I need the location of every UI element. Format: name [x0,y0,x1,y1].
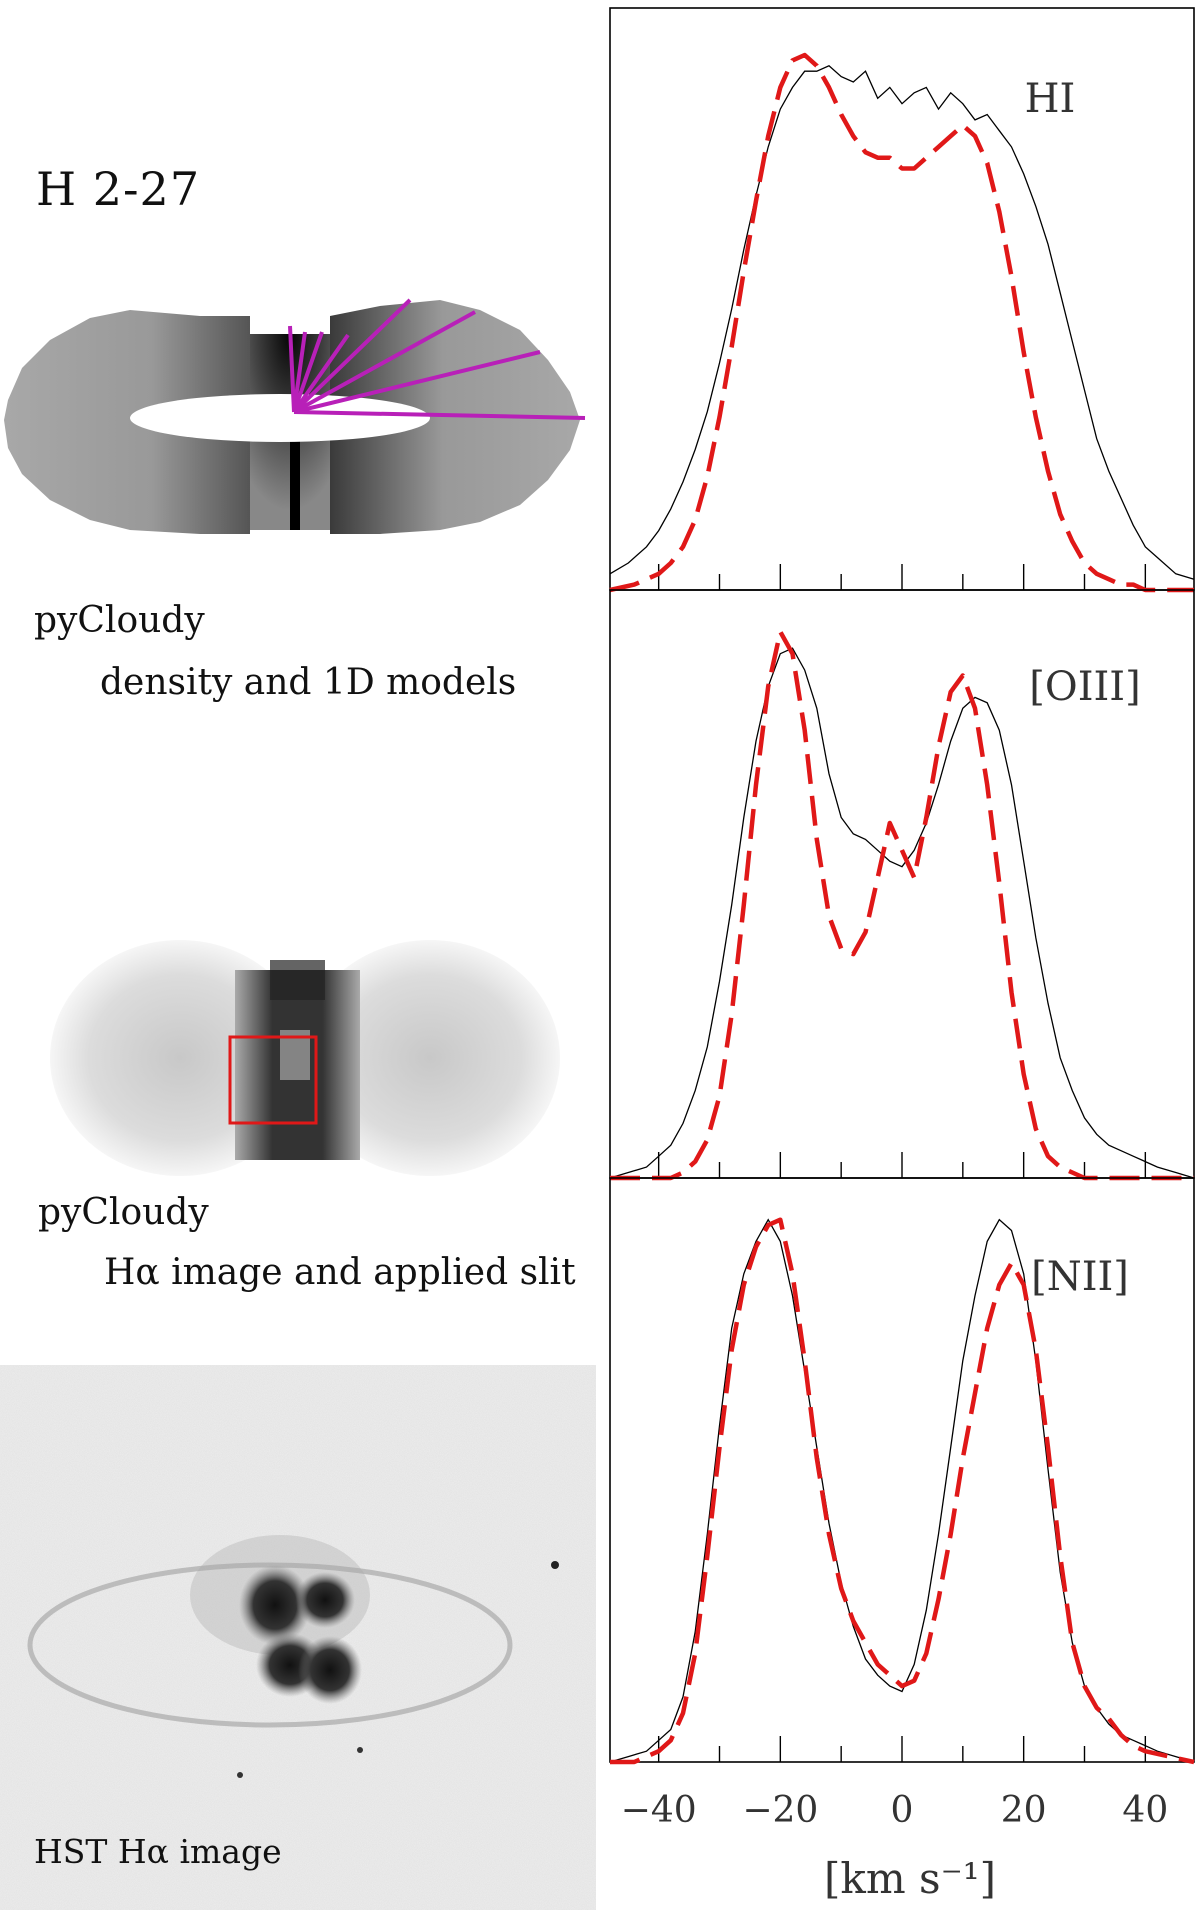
panel-frame-3 [609,1177,1195,1763]
halpha-model-caption-line1: pyCloudy [38,1192,209,1233]
hst-knot-2 [295,1572,355,1628]
density-caption-line2: density and 1D models [100,662,517,703]
x-tick-label: 0 [891,1790,914,1831]
panel-label-3: [NII] [1031,1254,1129,1300]
observed-profile-line-1 [609,65,1195,580]
model-profile-line-2 [610,629,1194,1181]
hst-knot-4 [298,1636,362,1704]
object-title: H 2-27 [36,162,201,216]
density-cavity [130,394,430,442]
hst-caption: HST Hα image [34,1832,282,1871]
halpha-model-caption-line2: Hα image and applied slit [104,1252,576,1293]
x-axis-label: [km s⁻¹] [824,1854,996,1903]
x-tick-label: −20 [742,1790,818,1831]
density-caption-line1: pyCloudy [34,600,205,641]
x-tick-label: −40 [621,1790,697,1831]
density-model-image [4,298,586,534]
halpha-lobe-right [300,940,560,1176]
halpha-model-image [50,940,560,1176]
density-lobe-left [4,310,250,534]
density-waist-core [290,440,300,530]
panel-frame-1 [609,7,1195,591]
panel-label-2: [OIII] [1029,664,1140,710]
panel-frame-2 [609,589,1195,1179]
x-tick-label: 20 [1001,1790,1047,1831]
slit-box [228,1035,318,1125]
observed-profile-line-2 [609,647,1195,1179]
model-profile-line-1 [609,52,1194,593]
panel-label-1: HI [1025,76,1076,122]
halpha-waist-top [270,960,325,1000]
radial-model-lines [288,298,586,420]
observed-profile-line-3 [609,1218,1195,1763]
hst-knot-1 [239,1565,311,1645]
model-profile-line-3 [610,1217,1195,1765]
hst-image [0,1365,596,1910]
x-tick-label: 40 [1122,1790,1168,1831]
